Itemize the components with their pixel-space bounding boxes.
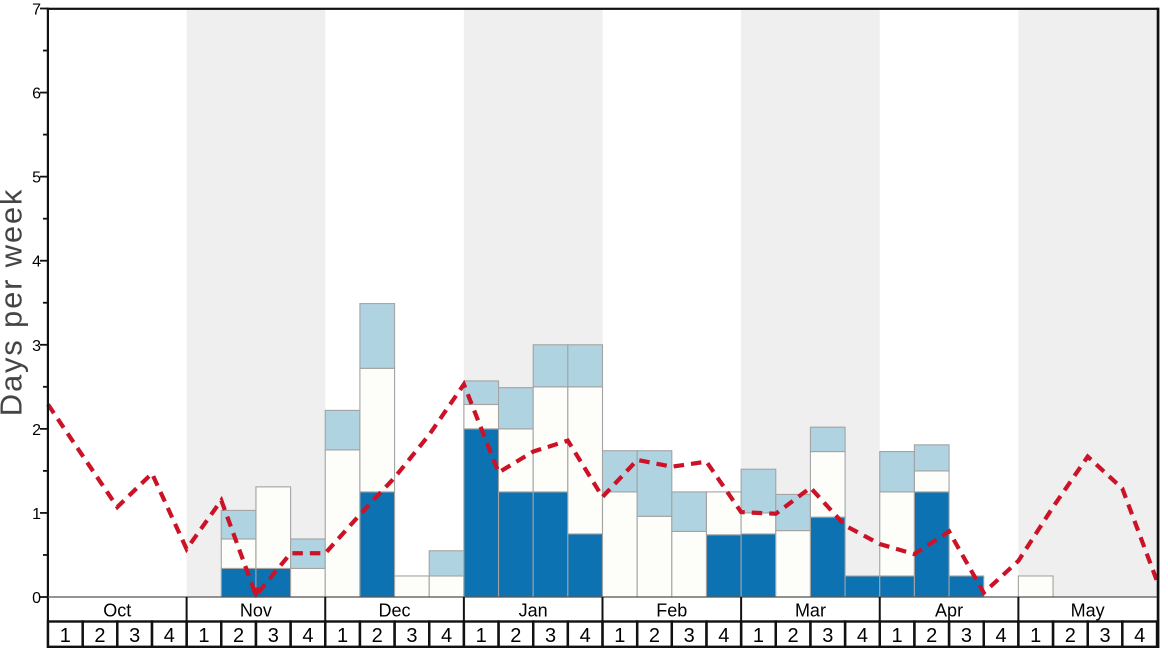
svg-text:3: 3 — [961, 625, 972, 647]
svg-text:Days per week: Days per week — [0, 188, 29, 416]
svg-text:3: 3 — [545, 625, 556, 647]
svg-text:2: 2 — [649, 625, 660, 647]
svg-text:1: 1 — [198, 625, 209, 647]
svg-text:2: 2 — [1065, 625, 1076, 647]
svg-text:Nov: Nov — [240, 601, 272, 621]
svg-text:1: 1 — [892, 625, 903, 647]
svg-text:Feb: Feb — [656, 601, 687, 621]
svg-text:3: 3 — [129, 625, 140, 647]
svg-text:4: 4 — [995, 625, 1006, 647]
svg-text:May: May — [1071, 601, 1105, 621]
svg-text:2: 2 — [233, 625, 244, 647]
svg-text:Mar: Mar — [795, 601, 826, 621]
svg-text:1: 1 — [60, 625, 71, 647]
svg-text:1: 1 — [337, 625, 348, 647]
svg-text:2: 2 — [926, 625, 937, 647]
svg-text:2: 2 — [372, 625, 383, 647]
svg-text:4: 4 — [302, 625, 313, 647]
svg-text:1: 1 — [753, 625, 764, 647]
svg-text:Oct: Oct — [103, 601, 131, 621]
svg-text:6: 6 — [32, 86, 41, 103]
svg-text:4: 4 — [164, 625, 175, 647]
svg-text:4: 4 — [1134, 625, 1145, 647]
svg-text:1: 1 — [614, 625, 625, 647]
svg-text:4: 4 — [718, 625, 729, 647]
svg-text:2: 2 — [32, 422, 41, 439]
svg-text:3: 3 — [1099, 625, 1110, 647]
svg-text:Dec: Dec — [379, 601, 411, 621]
svg-text:2: 2 — [510, 625, 521, 647]
svg-text:3: 3 — [822, 625, 833, 647]
svg-text:2: 2 — [788, 625, 799, 647]
svg-text:4: 4 — [857, 625, 868, 647]
svg-text:Jan: Jan — [519, 601, 548, 621]
svg-text:1: 1 — [32, 506, 41, 523]
svg-text:3: 3 — [406, 625, 417, 647]
svg-text:3: 3 — [684, 625, 695, 647]
svg-text:7: 7 — [32, 2, 41, 19]
svg-text:4: 4 — [32, 254, 41, 271]
svg-text:3: 3 — [32, 338, 41, 355]
svg-text:3: 3 — [268, 625, 279, 647]
svg-text:1: 1 — [1030, 625, 1041, 647]
svg-text:Apr: Apr — [935, 601, 963, 621]
svg-text:2: 2 — [94, 625, 105, 647]
svg-text:1: 1 — [476, 625, 487, 647]
svg-text:4: 4 — [580, 625, 591, 647]
svg-text:0: 0 — [32, 590, 41, 607]
svg-text:4: 4 — [441, 625, 452, 647]
svg-text:5: 5 — [32, 170, 41, 187]
